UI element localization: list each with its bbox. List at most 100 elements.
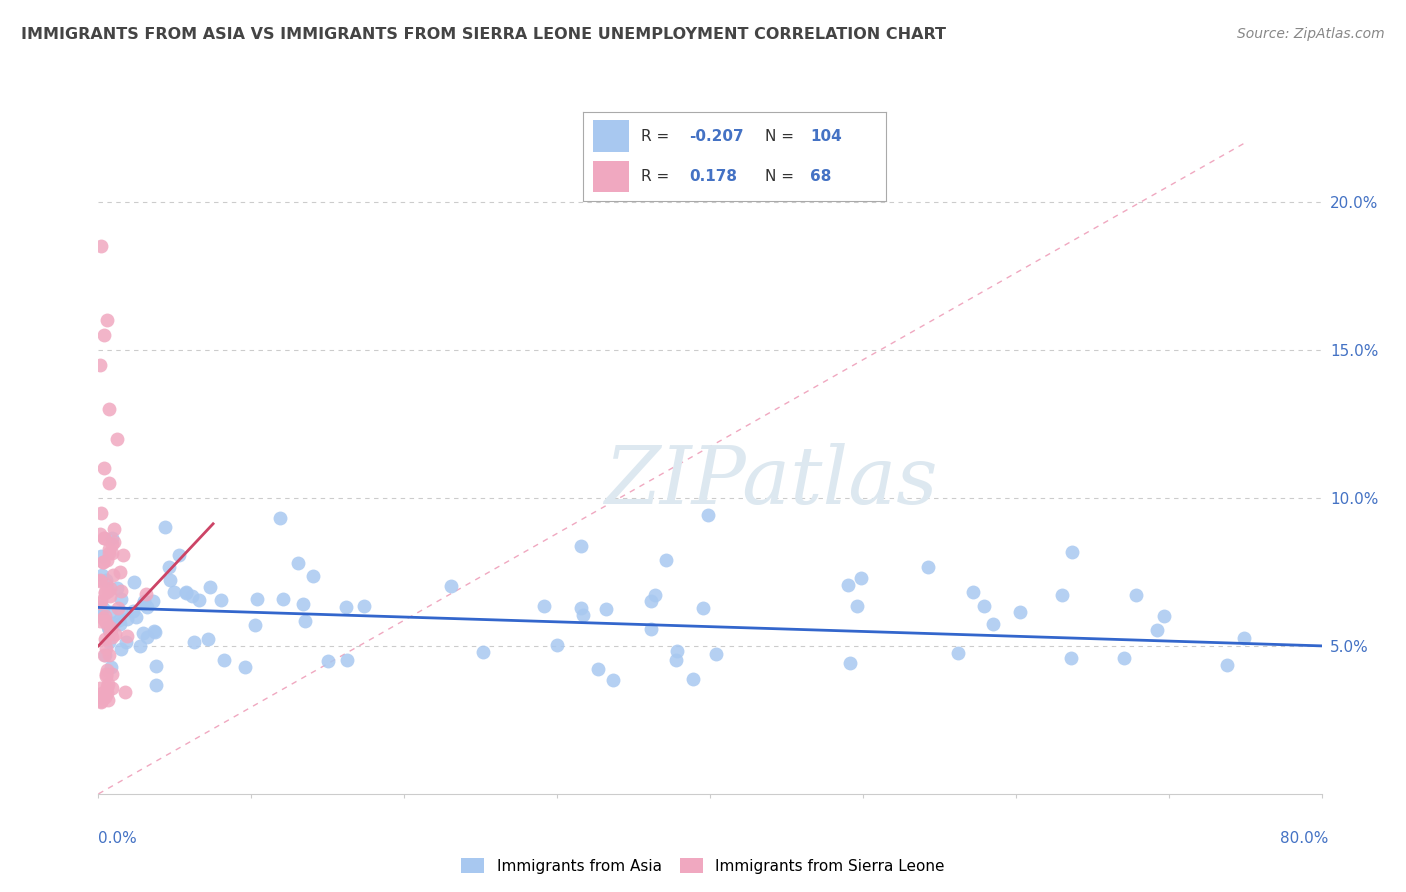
Point [153, 520, 176, 534]
Point [471, 645, 494, 659]
Point [1062, 545, 1084, 559]
Point [93, 690, 115, 704]
Point [209, 592, 232, 607]
Point [1052, 588, 1074, 602]
Point [110, 641, 132, 656]
Point [96, 669, 118, 683]
Point [100, 623, 122, 637]
Point [98, 605, 121, 619]
Point [145, 678, 167, 692]
Point [101, 616, 124, 631]
Point [287, 556, 309, 570]
Point [90, 695, 112, 709]
Point [176, 584, 198, 599]
Point [129, 639, 152, 653]
Point [110, 605, 132, 619]
Point [96, 573, 118, 587]
Text: -0.207: -0.207 [689, 128, 744, 144]
Point [90, 239, 112, 253]
Point [110, 592, 132, 607]
Point [136, 630, 159, 644]
Point [101, 567, 124, 582]
Point [100, 537, 122, 551]
Point [948, 646, 970, 660]
Point [135, 600, 157, 615]
Point [91, 601, 114, 615]
Point [1060, 651, 1083, 665]
Point [336, 653, 359, 667]
Point [198, 580, 221, 594]
Point [89, 574, 111, 589]
Point [90, 506, 112, 520]
Point [96, 663, 118, 677]
Point [246, 592, 269, 607]
Point [110, 583, 132, 598]
Point [174, 586, 197, 600]
Point [1153, 609, 1175, 624]
Text: R =: R = [641, 128, 669, 144]
Point [122, 604, 145, 618]
Point [89, 614, 111, 628]
Point [90, 690, 112, 704]
Point [93, 531, 115, 545]
Point [1125, 588, 1147, 602]
Point [91, 611, 114, 625]
Point [93, 632, 115, 646]
Point [124, 610, 146, 624]
Point [98, 581, 121, 595]
Point [96, 680, 118, 694]
Point [100, 621, 122, 635]
Point [90, 694, 112, 708]
Point [838, 657, 860, 671]
Point [96, 553, 118, 567]
Point [97, 476, 120, 491]
Text: 0.178: 0.178 [689, 169, 737, 184]
Point [107, 601, 129, 615]
Point [665, 653, 688, 667]
Point [704, 647, 727, 661]
Point [114, 685, 136, 699]
Point [89, 573, 111, 587]
Point [108, 616, 131, 631]
Point [97, 634, 120, 648]
Point [1008, 605, 1031, 619]
Point [98, 589, 121, 603]
Point [145, 658, 167, 673]
Point [243, 618, 266, 632]
Point [91, 690, 114, 705]
Point [973, 599, 995, 613]
Point [91, 555, 114, 569]
Point [103, 535, 125, 549]
Point [97, 620, 120, 634]
Point [104, 627, 127, 641]
Point [108, 613, 131, 627]
Point [353, 599, 375, 613]
Point [595, 602, 617, 616]
Point [233, 659, 256, 673]
Bar [592, 120, 628, 152]
Point [90, 607, 112, 621]
Point [93, 585, 115, 599]
Point [96, 686, 118, 700]
Point [644, 588, 666, 602]
Point [115, 634, 138, 648]
Point [100, 630, 122, 644]
Point [1146, 623, 1168, 637]
Point [100, 667, 122, 681]
Point [846, 599, 869, 614]
Point [90, 594, 112, 608]
Point [97, 402, 120, 417]
Point [97, 693, 120, 707]
Point [294, 614, 316, 628]
Point [93, 328, 115, 343]
Y-axis label: Unemployment: Unemployment [0, 409, 7, 527]
Text: 0.0%: 0.0% [98, 831, 138, 846]
Point [586, 662, 609, 676]
Point [135, 587, 157, 601]
Point [533, 599, 555, 613]
Point [163, 584, 186, 599]
Point [962, 585, 984, 599]
Point [100, 618, 122, 632]
Point [98, 546, 121, 560]
Point [122, 574, 145, 589]
